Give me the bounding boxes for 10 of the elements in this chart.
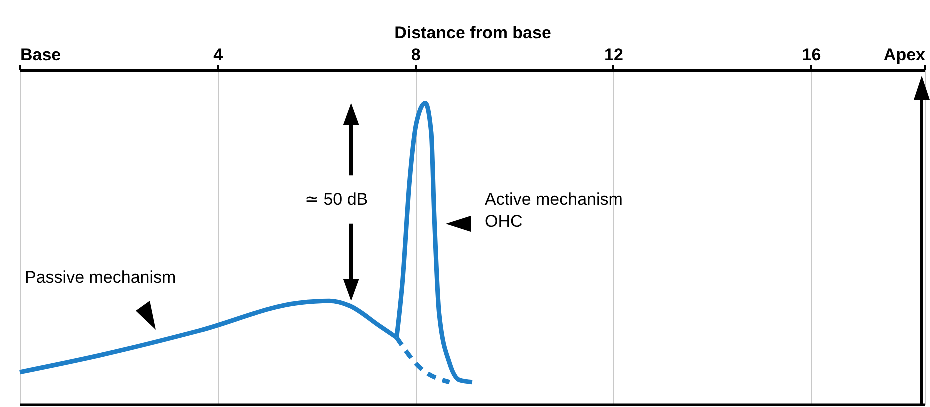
- x-tick-label: Base: [20, 46, 62, 64]
- x-tick-label: Apex: [884, 46, 926, 64]
- x-tick-label: 16: [802, 46, 822, 64]
- annotation: ≃ 50 dB: [305, 190, 368, 209]
- x-tick-label: 4: [214, 46, 224, 64]
- x-tick-label: 8: [411, 46, 421, 64]
- annotation: Passive mechanism: [25, 268, 176, 287]
- x-tick-label: 12: [604, 46, 624, 64]
- annotation: Active mechanism OHC: [485, 190, 623, 231]
- x-axis-title: Distance from base: [394, 24, 552, 42]
